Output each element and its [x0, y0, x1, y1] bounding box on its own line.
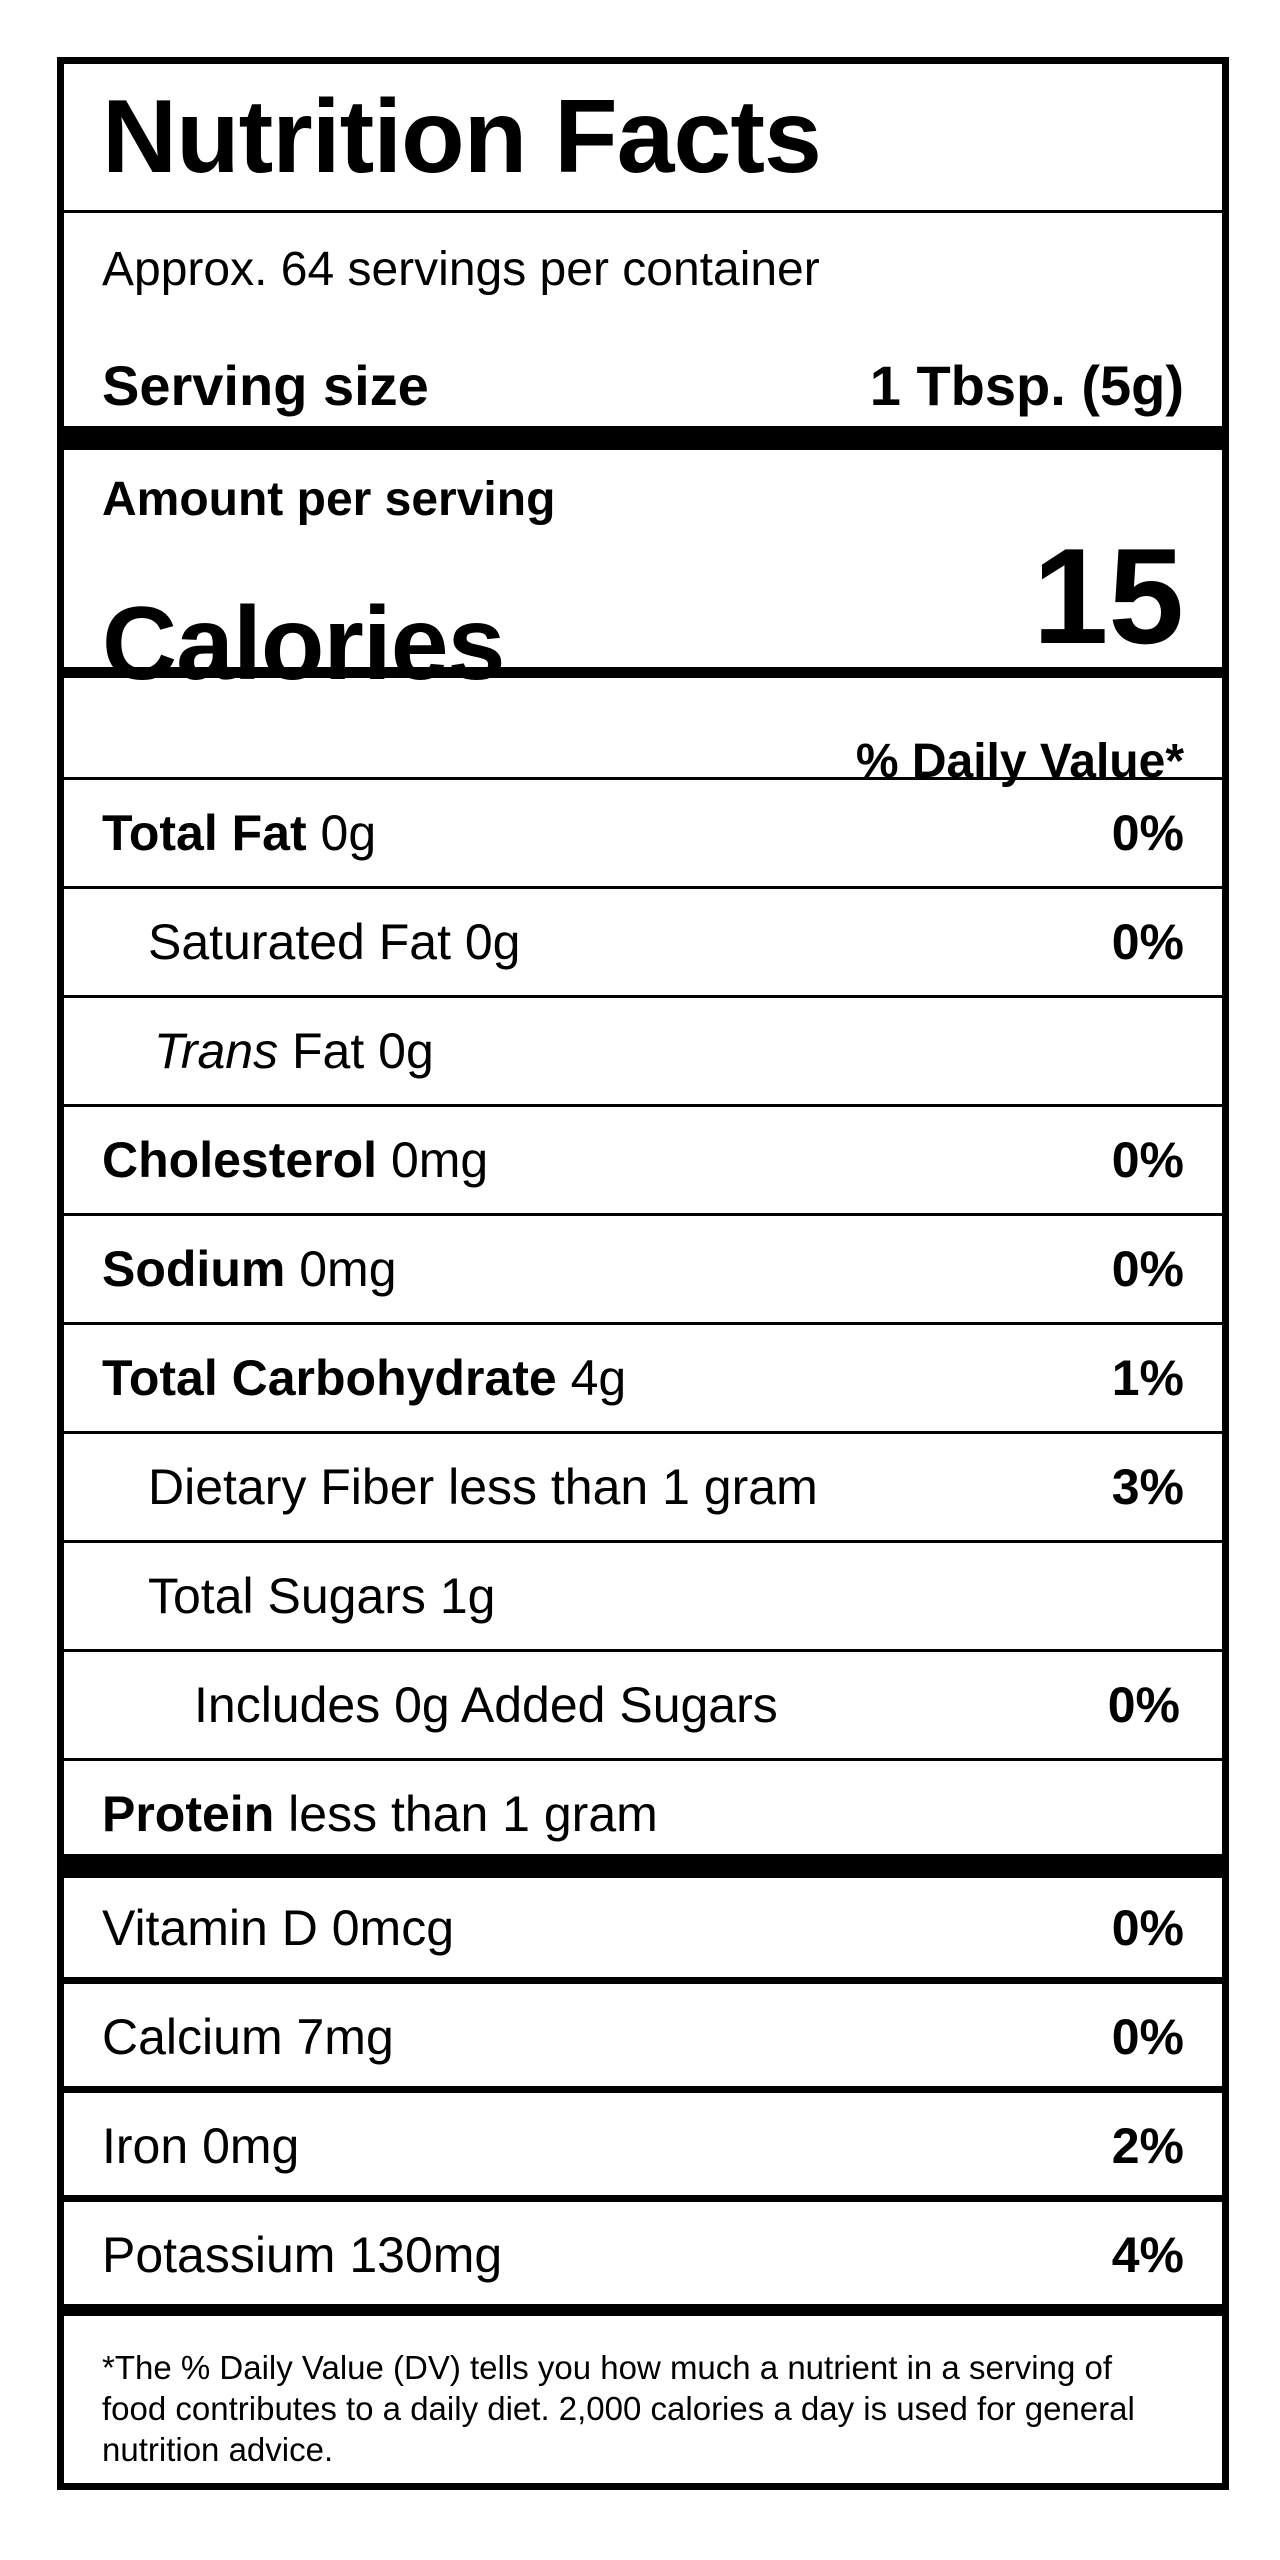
- vitamin-amount: 0mcg: [331, 1899, 454, 1956]
- calories-value: 15: [1032, 520, 1184, 672]
- vitamin-dv: 4%: [1111, 2227, 1184, 2283]
- nutrition-facts-panel: Nutrition Facts Approx. 64 servings per …: [57, 57, 1229, 2490]
- vitamin-row-vitamin-d: Vitamin D 0mcg 0%: [64, 1878, 1222, 1977]
- nutrient-amount: Fat 0g: [292, 1023, 434, 1079]
- nutrient-row-saturated-fat: Saturated Fat 0g 0%: [64, 889, 1222, 995]
- nutrient-row-protein: Protein less than 1 gram: [64, 1761, 1222, 1867]
- medium-divider: [64, 667, 1222, 678]
- nutrient-name: Cholesterol: [102, 1132, 378, 1188]
- vitamin-amount: 7mg: [296, 2009, 394, 2065]
- nutrient-amount: less than 1 gram: [288, 1786, 658, 1842]
- divider: [64, 1540, 1222, 1543]
- nutrient-amount: 0mg: [390, 1132, 489, 1188]
- nutrient-name: Total Fat: [102, 805, 307, 861]
- vitamin-name: Calcium: [102, 2009, 283, 2065]
- calories-label: Calories: [102, 586, 505, 702]
- vitamin-row-potassium: Potassium 130mg 4%: [64, 2202, 1222, 2308]
- vitamin-dv: 0%: [1111, 1899, 1184, 1956]
- divider: [64, 995, 1222, 998]
- amount-per-serving: Amount per serving: [102, 472, 556, 526]
- nutrient-name: Sodium: [102, 1241, 286, 1297]
- divider: [64, 2086, 1222, 2093]
- vitamin-dv: 2%: [1111, 2118, 1184, 2174]
- nutrient-row-trans-fat: Trans Fat 0g: [64, 998, 1222, 1104]
- divider: [64, 2195, 1222, 2202]
- divider: [64, 1431, 1222, 1434]
- nutrient-row-cholesterol: Cholesterol 0mg 0%: [64, 1107, 1222, 1213]
- vitamin-row-calcium: Calcium 7mg 0%: [64, 1984, 1222, 2090]
- vitamin-name: Potassium: [102, 2227, 336, 2283]
- medium-divider: [64, 2304, 1222, 2316]
- nutrient-name: Total Sugars: [148, 1568, 426, 1624]
- nutrient-row-added-sugars: Includes 0g Added Sugars 0%: [64, 1652, 1222, 1758]
- nutrient-dv: 0%: [1111, 1241, 1184, 1297]
- nutrient-row-total-fat: Total Fat 0g 0%: [64, 780, 1222, 886]
- divider: [64, 886, 1222, 889]
- nutrient-amount: 0mg: [299, 1241, 397, 1297]
- nutrient-amount: less than 1 gram: [448, 1459, 818, 1515]
- nutrient-dv: 0%: [1111, 1132, 1184, 1188]
- nutrient-dv: 0%: [1107, 1677, 1180, 1733]
- divider: [64, 1977, 1222, 1984]
- nutrient-dv: 1%: [1111, 1350, 1184, 1406]
- vitamin-dv: 0%: [1111, 2009, 1184, 2065]
- vitamin-row-iron: Iron 0mg 2%: [64, 2093, 1222, 2199]
- thick-divider: [64, 426, 1222, 450]
- nutrient-row-total-carbohydrate: Total Carbohydrate 4g 1%: [64, 1325, 1222, 1431]
- vitamin-name: Vitamin D: [102, 1899, 318, 1956]
- nutrient-dv: 3%: [1111, 1459, 1184, 1515]
- serving-size-row: Serving size 1 Tbsp. (5g): [64, 350, 1222, 420]
- thick-divider: [64, 1854, 1222, 1878]
- nutrient-row-total-sugars: Total Sugars 1g: [64, 1543, 1222, 1649]
- nutrient-name: Saturated Fat: [148, 914, 451, 970]
- nutrient-dv: 0%: [1111, 805, 1184, 861]
- nutrient-name: Trans: [154, 1023, 279, 1079]
- nutrient-amount: 0g: [320, 805, 377, 861]
- divider: [64, 1649, 1222, 1652]
- nutrient-name: Includes 0g Added Sugars: [194, 1677, 778, 1733]
- nutrient-amount: 1g: [439, 1568, 496, 1624]
- nutrient-amount: 0g: [464, 914, 521, 970]
- nutrient-amount: 4g: [570, 1350, 627, 1406]
- divider: [64, 1758, 1222, 1761]
- nutrient-dv: 0%: [1111, 914, 1184, 970]
- vitamin-amount: 130mg: [349, 2227, 503, 2283]
- nutrient-name: Protein: [102, 1786, 275, 1842]
- divider: [64, 1104, 1222, 1107]
- vitamin-name: Iron: [102, 2118, 189, 2174]
- divider: [64, 1213, 1222, 1216]
- serving-size-value: 1 Tbsp. (5g): [869, 353, 1184, 417]
- nutrition-title: Nutrition Facts: [102, 78, 822, 195]
- divider: [64, 777, 1222, 780]
- serving-size-label: Serving size: [102, 353, 429, 417]
- nutrient-name: Dietary Fiber: [148, 1459, 435, 1515]
- divider: [64, 210, 1222, 213]
- calories-row: Calories 15: [64, 520, 1222, 704]
- footnote: *The % Daily Value (DV) tells you how mu…: [102, 2349, 1135, 2468]
- vitamin-amount: 0mg: [202, 2118, 300, 2174]
- nutrient-name: Total Carbohydrate: [102, 1350, 557, 1406]
- divider: [64, 1322, 1222, 1325]
- servings-per-container: Approx. 64 servings per container: [102, 242, 820, 296]
- nutrient-row-dietary-fiber: Dietary Fiber less than 1 gram 3%: [64, 1434, 1222, 1540]
- nutrient-row-sodium: Sodium 0mg 0%: [64, 1216, 1222, 1322]
